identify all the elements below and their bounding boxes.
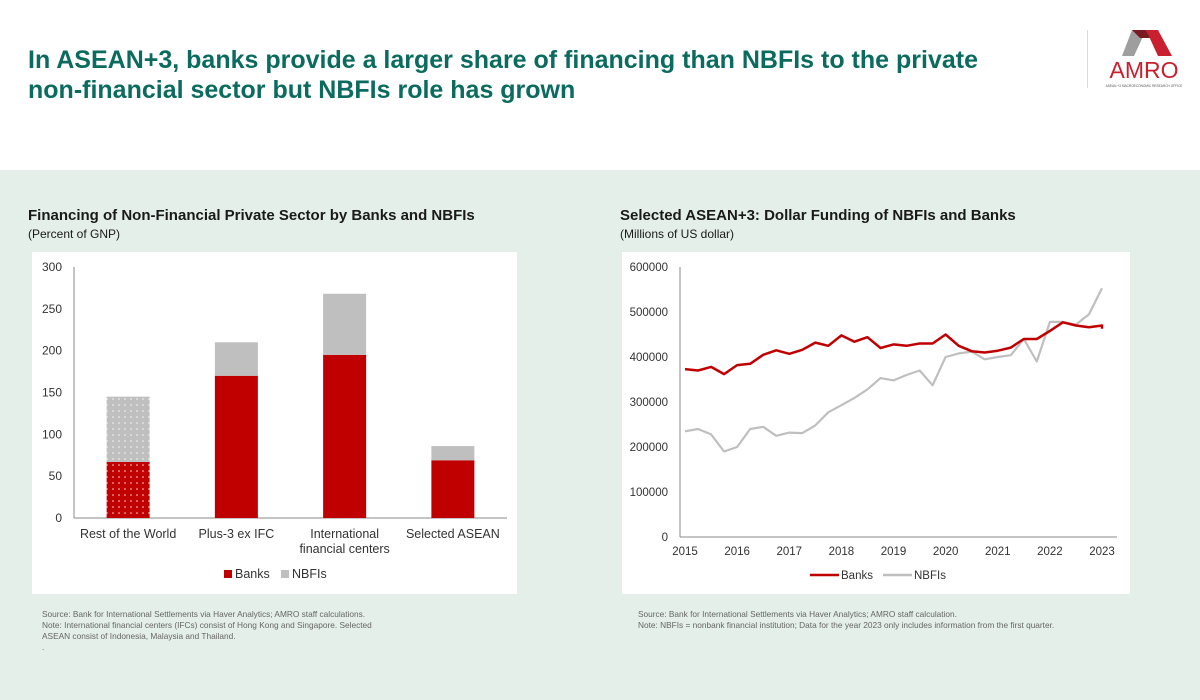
right-chart-notes: Source: Bank for International Settlemen… — [638, 609, 1054, 631]
series-line-nbfis — [684, 287, 1103, 453]
bar-banks-3 — [431, 460, 475, 518]
y-tick-label: 100000 — [630, 487, 668, 499]
bar-pattern-overlay — [106, 461, 150, 518]
legend-swatch-nbfis — [281, 570, 289, 578]
logo-mark-red — [1146, 30, 1172, 56]
right-chart-subtitle: (Millions of US dollar) — [620, 227, 735, 241]
y-tick-label: 300 — [42, 260, 62, 274]
bar-nbfis-2 — [323, 293, 367, 355]
bar-pattern-overlay — [106, 396, 150, 462]
legend-swatch-banks — [224, 570, 232, 578]
x-tick-label: 2020 — [933, 546, 959, 558]
x-tick-label: 2018 — [829, 546, 855, 558]
x-tick-label: 2016 — [724, 546, 750, 558]
x-category-label: Rest of the World — [80, 527, 176, 541]
left-note-line: Source: Bank for International Settlemen… — [42, 609, 366, 619]
bar-chart: 0 50 100 150 200 250 300 Rest of the World Plus-… — [42, 260, 507, 581]
line-chart-panel: 0 100000 200000 300000 400000 500000 600000 201… — [622, 252, 1130, 594]
bar-nbfis-3 — [431, 446, 475, 461]
logo-text: AMRO — [1110, 57, 1179, 83]
legend-label-nbfis: NBFIs — [914, 570, 946, 582]
bar-banks-2 — [323, 354, 367, 518]
bar-legend: Banks NBFIs — [224, 567, 327, 581]
y-tick-label: 0 — [55, 511, 62, 525]
y-tick-label: 200000 — [630, 442, 668, 454]
y-tick-label: 100 — [42, 427, 62, 441]
x-category-label: Plus-3 ex IFC — [199, 527, 275, 541]
bar-chart-panel: 0 50 100 150 200 250 300 Rest of the World Plus-… — [32, 252, 517, 594]
right-chart-title: Selected ASEAN+3: Dollar Funding of NBFI… — [620, 207, 1016, 224]
y-tick-label: 150 — [42, 386, 62, 400]
y-tick-label: 0 — [662, 532, 668, 544]
x-tick-label: 2015 — [672, 546, 698, 558]
left-note-line: Note: International financial centers (I… — [42, 620, 372, 630]
bar-banks-1 — [214, 375, 258, 518]
line-chart: 0 100000 200000 300000 400000 500000 600000 201… — [630, 262, 1117, 582]
legend-label-banks: Banks — [235, 567, 270, 581]
right-note-line: Note: NBFIs = nonbank financial institut… — [638, 620, 1055, 630]
left-note-line: ASEAN consist of Indonesia, Malaysia and… — [42, 631, 236, 641]
y-tick-label: 250 — [42, 302, 62, 316]
x-tick-label: 2019 — [881, 546, 907, 558]
logo-divider — [1087, 30, 1088, 88]
x-tick-label: 2021 — [985, 546, 1011, 558]
y-tick-label: 300000 — [630, 397, 668, 409]
x-category-label: financial centers — [299, 542, 389, 556]
y-tick-label: 50 — [49, 469, 63, 483]
y-tick-label: 400000 — [630, 352, 668, 364]
amro-logo: AMRO ASEAN +3 MACROECONOMIC RESEARCH OFF… — [1106, 30, 1183, 88]
legend-label-nbfis: NBFIs — [292, 567, 327, 581]
left-note-line: . — [42, 642, 45, 652]
y-tick-label: 600000 — [630, 262, 668, 274]
left-chart-subtitle: (Percent of GNP) — [28, 227, 121, 241]
logo-subtext: ASEAN +3 MACROECONOMIC RESEARCH OFFICE — [1106, 84, 1183, 88]
left-chart-title: Financing of Non-Financial Private Secto… — [28, 207, 475, 224]
slide-title-line-2: non-financial sector but NBFIs role has … — [28, 76, 576, 104]
bar-nbfis-1 — [214, 342, 258, 376]
y-tick-label: 200 — [42, 344, 62, 358]
right-note-line: Source: Bank for International Settlemen… — [638, 609, 957, 619]
slide-title-line-1: In ASEAN+3, banks provide a larger share… — [28, 46, 978, 74]
x-category-label: Selected ASEAN — [406, 527, 500, 541]
y-tick-label: 500000 — [630, 307, 668, 319]
x-tick-label: 2023 — [1089, 546, 1115, 558]
logo-mark-dark — [1132, 30, 1150, 38]
slide-title: In ASEAN+3, banks provide a larger share… — [28, 45, 1068, 105]
x-tick-label: 2022 — [1037, 546, 1063, 558]
line-legend: Banks NBFIs — [810, 570, 946, 582]
x-tick-label: 2017 — [776, 546, 802, 558]
left-chart-notes: Source: Bank for International Settlemen… — [42, 609, 372, 653]
legend-label-banks: Banks — [841, 570, 873, 582]
series-line-banks — [684, 321, 1104, 376]
x-category-label: International — [310, 527, 379, 541]
